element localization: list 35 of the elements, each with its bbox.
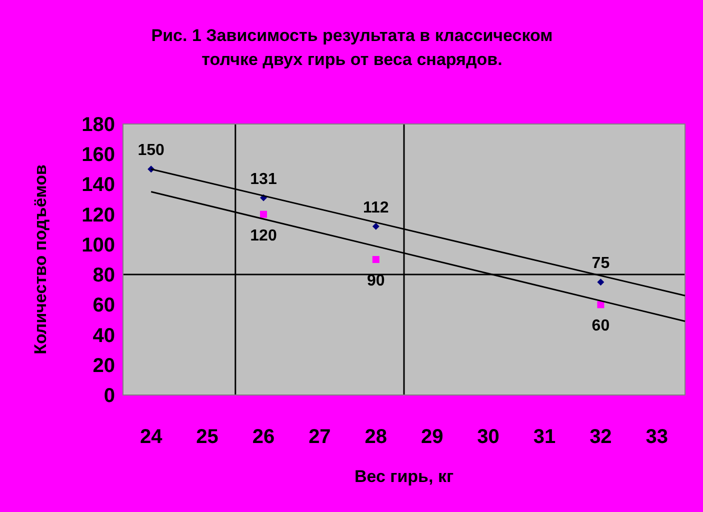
point <box>260 210 267 218</box>
data-label: 112 <box>362 199 389 216</box>
y-tick-label: 180 <box>82 114 115 136</box>
point <box>597 301 604 308</box>
data-label: 75 <box>592 255 610 272</box>
x-tick-label: 27 <box>308 426 331 448</box>
y-axis-title: Количество подъёмов <box>31 164 50 354</box>
data-label: 120 <box>250 227 277 244</box>
x-tick-label: 29 <box>420 426 444 448</box>
y-tick-label: 80 <box>92 264 115 287</box>
x-axis-title: Вес гирь, кг <box>354 467 454 486</box>
data-label: 60 <box>592 318 610 335</box>
x-tick-label: 30 <box>477 426 500 448</box>
y-tick-label: 40 <box>92 324 115 347</box>
y-tick-label: 120 <box>82 204 115 226</box>
y-tick-label: 60 <box>92 294 115 317</box>
y-tick-label: 160 <box>82 144 115 166</box>
y-tick-label: 140 <box>82 174 115 196</box>
x-tick-label: 26 <box>252 426 275 448</box>
x-tick-label: 32 <box>590 426 612 448</box>
data-label: 90 <box>367 272 385 290</box>
y-tick-label: 0 <box>104 385 115 407</box>
x-tick-label: 31 <box>533 426 556 448</box>
point <box>372 222 380 230</box>
x-tick-label: 28 <box>364 426 388 448</box>
x-tick-label: 24 <box>140 426 164 448</box>
data-label: 150 <box>138 142 165 160</box>
y-tick-label: 20 <box>92 354 115 377</box>
data-label: 131 <box>250 170 277 188</box>
chart-title: Рис. 1 Зависимость результата в классическом толчке двух гирь от веса снарядов. <box>151 26 553 69</box>
x-tick-label: 25 <box>196 426 218 448</box>
x-tick-label: 33 <box>646 426 668 448</box>
point <box>372 256 380 263</box>
point <box>597 278 604 286</box>
y-tick-label: 100 <box>82 234 115 256</box>
